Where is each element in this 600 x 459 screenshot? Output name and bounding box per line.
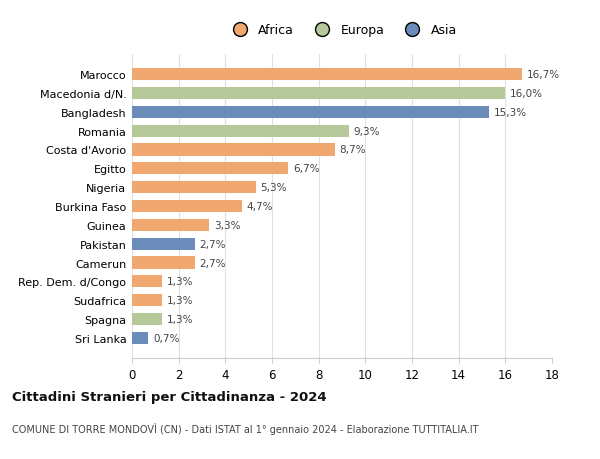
Bar [132,163,289,175]
Text: 16,0%: 16,0% [510,89,543,99]
Bar [132,88,505,100]
Text: 8,7%: 8,7% [340,145,366,155]
Bar [132,182,256,194]
Text: 9,3%: 9,3% [353,126,380,136]
Text: 3,3%: 3,3% [214,220,240,230]
Bar [132,294,163,307]
Bar [132,69,521,81]
Text: Cittadini Stranieri per Cittadinanza - 2024: Cittadini Stranieri per Cittadinanza - 2… [12,390,326,403]
Bar [132,238,195,250]
Text: 5,3%: 5,3% [260,183,287,193]
Bar [132,201,242,213]
Text: 15,3%: 15,3% [494,107,527,118]
Bar [132,276,163,288]
Bar [132,125,349,137]
Text: 6,7%: 6,7% [293,164,320,174]
Text: 2,7%: 2,7% [200,258,226,268]
Bar [132,106,489,119]
Legend: Africa, Europa, Asia: Africa, Europa, Asia [222,19,462,42]
Text: COMUNE DI TORRE MONDOVÌ (CN) - Dati ISTAT al 1° gennaio 2024 - Elaborazione TUTT: COMUNE DI TORRE MONDOVÌ (CN) - Dati ISTA… [12,422,479,434]
Bar [132,313,163,325]
Text: 0,7%: 0,7% [153,333,179,343]
Bar [132,144,335,156]
Text: 2,7%: 2,7% [200,239,226,249]
Bar [132,332,148,344]
Bar [132,219,209,231]
Text: 1,3%: 1,3% [167,277,193,287]
Text: 1,3%: 1,3% [167,296,193,306]
Text: 4,7%: 4,7% [247,202,273,212]
Bar [132,257,195,269]
Text: 1,3%: 1,3% [167,314,193,325]
Text: 16,7%: 16,7% [526,70,559,80]
